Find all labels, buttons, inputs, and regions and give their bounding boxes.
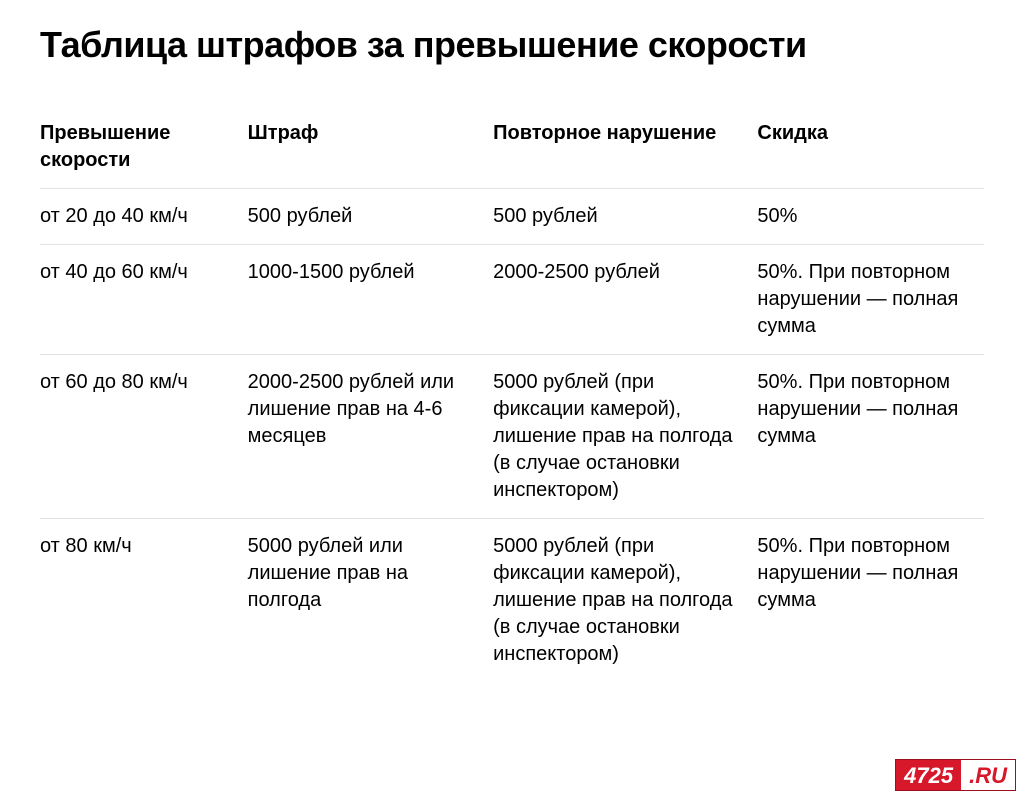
table-header-row: Превышение скорости Штраф Повторное нару… — [40, 106, 984, 189]
table-row: от 20 до 40 км/ч 500 рублей 500 рублей 5… — [40, 189, 984, 245]
table-row: от 40 до 60 км/ч 1000-1500 рублей 2000-2… — [40, 245, 984, 355]
cell-repeat: 5000 рублей (при фиксации камерой), лише… — [493, 519, 757, 683]
fines-table: Превышение скорости Штраф Повторное нару… — [40, 106, 984, 682]
table-row: от 60 до 80 км/ч 2000-2500 рублей или ли… — [40, 355, 984, 519]
table-row: от 80 км/ч 5000 рублей или лишение прав … — [40, 519, 984, 683]
col-header-discount: Скидка — [757, 106, 984, 189]
watermark-right: .RU — [961, 759, 1016, 791]
cell-speeding: от 80 км/ч — [40, 519, 248, 683]
col-header-repeat: Повторное нарушение — [493, 106, 757, 189]
cell-discount: 50% — [757, 189, 984, 245]
cell-repeat: 2000-2500 рублей — [493, 245, 757, 355]
cell-fine: 1000-1500 рублей — [248, 245, 493, 355]
watermark-badge: 4725 .RU — [895, 759, 1016, 791]
col-header-fine: Штраф — [248, 106, 493, 189]
cell-repeat: 500 рублей — [493, 189, 757, 245]
cell-fine: 5000 рублей или лишение прав на полгода — [248, 519, 493, 683]
watermark-left: 4725 — [895, 759, 961, 791]
col-header-speeding: Превышение скорости — [40, 106, 248, 189]
cell-discount: 50%. При повторном нарушении — полная су… — [757, 355, 984, 519]
cell-discount: 50%. При повторном нарушении — полная су… — [757, 245, 984, 355]
cell-speeding: от 20 до 40 км/ч — [40, 189, 248, 245]
page-title: Таблица штрафов за превышение скорости — [40, 24, 984, 66]
cell-speeding: от 60 до 80 км/ч — [40, 355, 248, 519]
cell-speeding: от 40 до 60 км/ч — [40, 245, 248, 355]
cell-fine: 500 рублей — [248, 189, 493, 245]
cell-fine: 2000-2500 рублей или лишение прав на 4-6… — [248, 355, 493, 519]
cell-discount: 50%. При повторном нарушении — полная су… — [757, 519, 984, 683]
cell-repeat: 5000 рублей (при фиксации камерой), лише… — [493, 355, 757, 519]
